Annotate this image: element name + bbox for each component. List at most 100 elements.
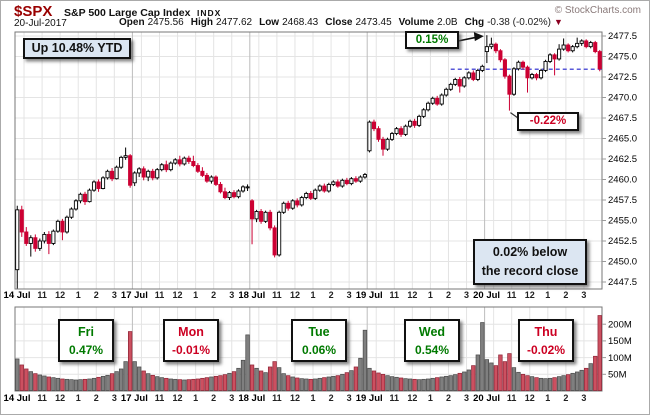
candle-down	[308, 192, 313, 199]
volume-bar	[290, 376, 295, 391]
volume-bar	[403, 378, 408, 391]
volume-bar	[448, 375, 453, 391]
volume-bar	[37, 374, 42, 391]
candle-down	[457, 79, 462, 87]
candle-up	[358, 176, 363, 182]
quote-label-close: Close	[325, 17, 353, 28]
volume-bar	[331, 375, 336, 391]
price-axis-label: 2467.5	[608, 113, 637, 124]
volume-bar	[51, 377, 56, 391]
price-axis-label: 2470.0	[608, 93, 637, 104]
volume-bar	[335, 375, 340, 391]
volume-bar	[376, 372, 381, 391]
hour-axis-label: 11	[390, 290, 400, 300]
candle-down	[286, 202, 291, 209]
volume-bar	[525, 375, 530, 391]
hour-axis-label: 12	[407, 393, 417, 403]
volume-bar	[82, 378, 88, 391]
candle-down	[250, 200, 255, 220]
volume-bar	[200, 377, 205, 391]
volume-bar	[60, 378, 65, 391]
candle-up	[331, 181, 336, 185]
day-summary-box-mon: Mon -0.01%	[163, 319, 219, 362]
volume-bar	[421, 378, 426, 391]
volume-bar	[263, 372, 268, 391]
candle-down	[493, 43, 498, 52]
candle-up	[417, 115, 422, 126]
candle-up	[367, 121, 372, 152]
exchange-label: INDX	[197, 8, 222, 18]
volume-bar	[326, 376, 331, 391]
volume-bar	[498, 354, 503, 391]
volume-bar	[46, 376, 52, 391]
candle-down	[24, 231, 29, 244]
candle-up	[453, 79, 458, 85]
candle-up	[561, 44, 566, 50]
candle-up	[263, 211, 268, 222]
candle-up	[511, 68, 517, 95]
candle-up	[91, 181, 97, 191]
hour-axis-label: 1	[545, 393, 550, 403]
candle-up	[588, 42, 593, 48]
volume-bar	[73, 379, 79, 391]
candle-down	[195, 165, 200, 172]
candle-down	[295, 200, 300, 206]
volume-bar	[87, 378, 92, 391]
volume-bar	[457, 372, 462, 391]
hour-axis-label: 3	[112, 290, 117, 300]
peak-arrow-head	[473, 32, 484, 42]
hour-axis-label: 1	[428, 393, 433, 403]
volume-bar	[191, 378, 196, 391]
volume-bar	[538, 377, 544, 391]
volume-bar	[164, 377, 169, 391]
volume-bar	[344, 372, 350, 391]
candle-up	[394, 128, 399, 135]
candle-down	[200, 170, 205, 176]
hour-axis-label: 3	[229, 393, 234, 403]
candle-up	[389, 133, 395, 140]
volume-bar	[155, 376, 160, 391]
price-axis-label: 2475.0	[608, 52, 637, 63]
candle-down	[272, 227, 277, 256]
candle-down	[344, 179, 349, 185]
candle-up	[529, 74, 535, 79]
candle-down	[412, 120, 417, 126]
volume-bar	[245, 334, 250, 391]
candle-up	[421, 109, 426, 117]
stockcharts-credit: © StockCharts.com	[554, 5, 641, 16]
candle-down	[566, 44, 571, 52]
hour-axis-label: 3	[347, 393, 352, 403]
candle-up	[209, 176, 214, 182]
volume-bar	[168, 378, 173, 391]
price-axis-label: 2452.5	[608, 236, 637, 247]
day-pct-label: 0.54%	[414, 343, 450, 357]
volume-bar	[236, 367, 241, 391]
hour-axis-label: 1	[428, 290, 433, 300]
price-axis-label: 2472.5	[608, 72, 637, 83]
hour-axis-label: 1	[76, 290, 81, 300]
volume-bar	[385, 375, 390, 391]
hour-axis-label: 12	[407, 290, 417, 300]
volume-bar	[132, 361, 137, 391]
candle-up	[313, 189, 318, 199]
volume-bar	[389, 376, 395, 391]
hour-axis-label: 2	[211, 290, 216, 300]
volume-bar	[222, 374, 228, 391]
price-panel-frame	[14, 31, 603, 290]
volume-bar	[295, 377, 300, 391]
record-close-annotation: 0.02% below the record close	[473, 239, 587, 285]
volume-bar	[575, 371, 580, 391]
price-axis-label: 2457.5	[608, 195, 637, 206]
price-axis-label: 2447.5	[608, 277, 637, 288]
candle-up	[245, 186, 250, 189]
candle-up	[403, 125, 408, 135]
volume-bar	[462, 371, 467, 391]
candle-down	[507, 75, 512, 95]
ticker-symbol: $SPX	[14, 3, 53, 20]
candle-down	[186, 157, 191, 162]
hour-axis-label: 1	[311, 290, 316, 300]
volume-bar	[380, 373, 386, 391]
hour-axis-label: 12	[290, 290, 300, 300]
candle-down	[353, 178, 358, 182]
hour-axis-label: 1	[311, 393, 316, 403]
